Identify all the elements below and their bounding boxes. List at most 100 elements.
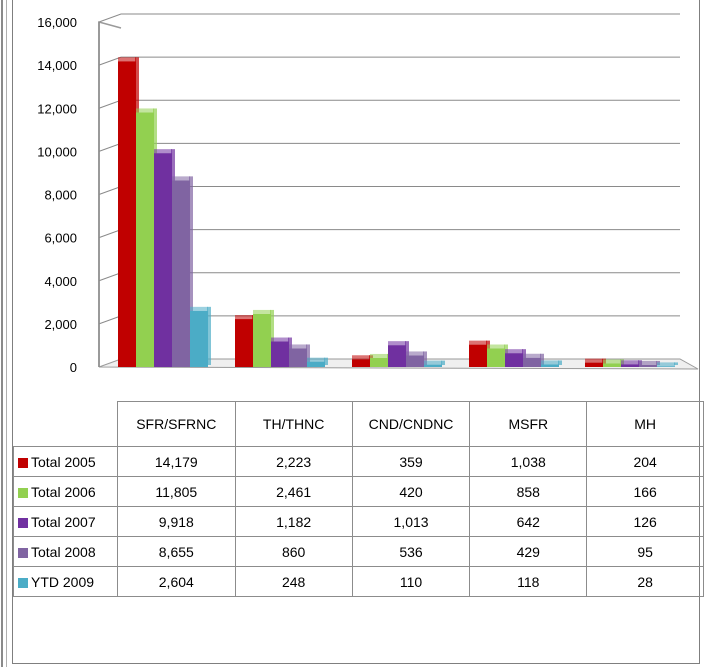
bar-top (487, 344, 505, 349)
bar-top (154, 149, 172, 154)
legend-swatch (18, 547, 28, 558)
data-table: SFR/SFRNC TH/THNC CND/CNDNC MSFR MH Total 20… (12, 401, 704, 597)
series-name: Total 2007 (31, 513, 96, 530)
data-cell: 429 (469, 536, 588, 567)
y-tick-label: 10,000 (37, 144, 77, 159)
bar-face (172, 180, 190, 367)
bar-face (505, 353, 523, 367)
bar (136, 108, 157, 368)
bar-top (352, 355, 370, 360)
bar-top (253, 309, 271, 314)
table-row: Total 2005 14,179 2,223 359 1,038 204 (12, 446, 704, 477)
data-cell: 110 (351, 566, 471, 597)
left-border-line (1, 0, 3, 667)
data-cell: 2,223 (234, 446, 353, 477)
bar-side (306, 344, 310, 365)
bar-top (523, 353, 541, 358)
legend-entry: Total 2006 (12, 476, 119, 507)
bar (190, 306, 211, 367)
table-row: Total 2007 9,918 1,182 1,013 642 126 (12, 506, 704, 537)
data-cell: 28 (586, 566, 704, 597)
category-label: MSFR (469, 401, 588, 447)
bar-top (307, 357, 325, 362)
bar-top (235, 315, 253, 320)
bars (118, 57, 678, 368)
data-cell: 118 (469, 566, 588, 597)
y-axis-ticks: 0 2,000 4,000 6,000 8,000 10,000 12,000 14,000 1… (37, 15, 77, 375)
bar-face (388, 345, 406, 367)
bar-face (603, 363, 621, 367)
data-cell: 536 (351, 536, 471, 567)
data-cell: 1,013 (351, 506, 471, 537)
table-row: Total 2008 8,655 860 536 429 95 (12, 536, 704, 567)
bar-top (289, 344, 307, 349)
bar-side (324, 357, 328, 365)
bar-face (621, 364, 639, 367)
bar (154, 149, 175, 367)
bar-face (235, 319, 253, 367)
bar-side (423, 351, 427, 365)
back-wall-edge (98, 21, 122, 367)
bar-face (352, 359, 370, 367)
bar (424, 360, 445, 367)
y-tick-label: 2,000 (44, 317, 77, 332)
bar-face (253, 313, 271, 367)
data-cell: 8,655 (117, 536, 236, 567)
bar-top (190, 306, 208, 311)
bar (289, 344, 310, 367)
data-cell: 359 (351, 446, 471, 477)
series-name: Total 2006 (31, 483, 96, 500)
bar (603, 359, 624, 367)
bar-face (118, 61, 136, 367)
data-cell: 166 (586, 476, 704, 507)
data-cell: 95 (586, 536, 704, 567)
legend-swatch (18, 577, 28, 588)
bar-top (639, 360, 657, 365)
table-row: Total 2006 11,805 2,461 420 858 166 (12, 476, 704, 507)
bar-top (541, 360, 559, 365)
bar-top (172, 176, 190, 181)
bar-face (585, 362, 603, 367)
data-cell: 2,604 (117, 566, 236, 597)
bar-side (558, 360, 562, 365)
bar-face (424, 364, 442, 367)
legend-entry: Total 2008 (12, 536, 119, 567)
gridline (98, 56, 680, 66)
bar-top (603, 359, 621, 364)
bar-face (657, 366, 675, 367)
category-label: CND/CNDNC (351, 401, 471, 447)
bar-top (388, 341, 406, 346)
bar (352, 355, 373, 367)
bar-top (505, 349, 523, 354)
bar-face (406, 355, 424, 367)
legend-entry: Total 2007 (12, 506, 119, 537)
bar-top (621, 360, 639, 365)
bar-face (190, 310, 208, 367)
bar-face (523, 357, 541, 367)
category-label: SFR/SFRNC (117, 401, 236, 447)
bar-face (541, 364, 559, 367)
chart-frame (12, 0, 700, 664)
bar (487, 344, 508, 367)
y-tick-label: 14,000 (37, 58, 77, 73)
bar (271, 337, 292, 367)
gridline (98, 142, 680, 152)
gridline (98, 13, 680, 23)
bar-top (370, 353, 388, 358)
table-row: YTD 2009 2,604 248 110 118 28 (12, 566, 704, 597)
bar-top (118, 57, 136, 62)
data-cell: 11,805 (117, 476, 236, 507)
bar (621, 360, 642, 367)
bar-side (540, 353, 544, 365)
category-header-row: SFR/SFRNC TH/THNC CND/CNDNC MSFR MH (13, 401, 704, 447)
legend-swatch (18, 457, 28, 468)
bar-side (189, 176, 193, 365)
y-tick-label: 0 (70, 360, 77, 375)
data-cell: 1,182 (234, 506, 353, 537)
y-tick-label: 8,000 (44, 188, 77, 203)
series-name: Total 2008 (31, 543, 96, 560)
data-cell: 126 (586, 506, 704, 537)
series-name: Total 2005 (31, 453, 96, 470)
bar-side (441, 360, 445, 365)
bar (639, 360, 660, 367)
